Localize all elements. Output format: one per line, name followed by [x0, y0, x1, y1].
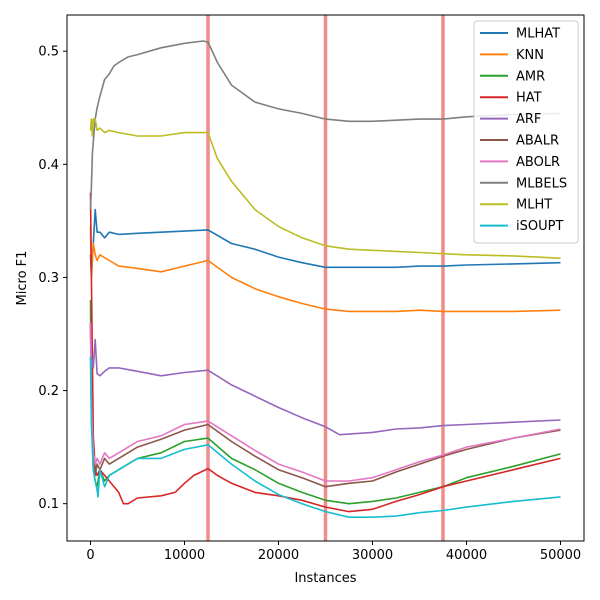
legend-label-amr: AMR [516, 69, 545, 84]
legend-label-abalr: ABALR [516, 134, 559, 149]
y-tick-label: 0.1 [38, 497, 59, 512]
x-axis-label: Instances [294, 571, 356, 586]
legend-label-isoupt: iSOUPT [516, 219, 563, 234]
series-line-knn [89, 226, 561, 313]
series-line-mlht [89, 118, 561, 259]
legend-label-abolr: ABOLR [516, 155, 560, 170]
series-line-abolr [89, 322, 561, 482]
series-line-abalr [89, 322, 561, 488]
series-line-mlbels [89, 40, 561, 210]
y-tick-label: 0.5 [38, 45, 59, 60]
x-tick-label: 20000 [258, 548, 299, 563]
legend: MLHAT KNN AMR HAT ARF ABALR ABOLR MLBELS MLHT iSO… [473, 20, 579, 244]
x-tick-label: 30000 [352, 548, 393, 563]
y-axis-ticks: 0.1 0.2 0.3 0.4 0.5 [38, 45, 67, 512]
y-tick-label: 0.2 [38, 384, 59, 399]
plot-frame [66, 14, 585, 542]
series-lines [89, 40, 561, 519]
legend-label-mlhat: MLHAT [516, 27, 560, 42]
legend-label-mlbels: MLBELS [516, 176, 567, 191]
x-tick-label: 50000 [540, 548, 581, 563]
series-line-mlhat [89, 208, 561, 279]
legend-label-knn: KNN [516, 48, 544, 63]
series-line-isoupt [89, 356, 561, 519]
legend-label-mlht: MLHT [516, 198, 552, 213]
legend-label-hat: HAT [516, 91, 542, 106]
drift-lines [206, 15, 445, 541]
series-line-arf [89, 322, 561, 436]
y-axis-label: Micro F1 [15, 251, 30, 306]
y-tick-label: 0.4 [38, 158, 59, 173]
series-line-amr [89, 300, 561, 505]
x-tick-label: 40000 [446, 548, 487, 563]
legend-label-arf: ARF [516, 112, 541, 127]
x-tick-label: 0 [86, 548, 94, 563]
y-tick-label: 0.3 [38, 271, 59, 286]
x-axis-ticks: 0 10000 20000 30000 40000 50000 [86, 541, 581, 563]
x-tick-label: 10000 [164, 548, 205, 563]
